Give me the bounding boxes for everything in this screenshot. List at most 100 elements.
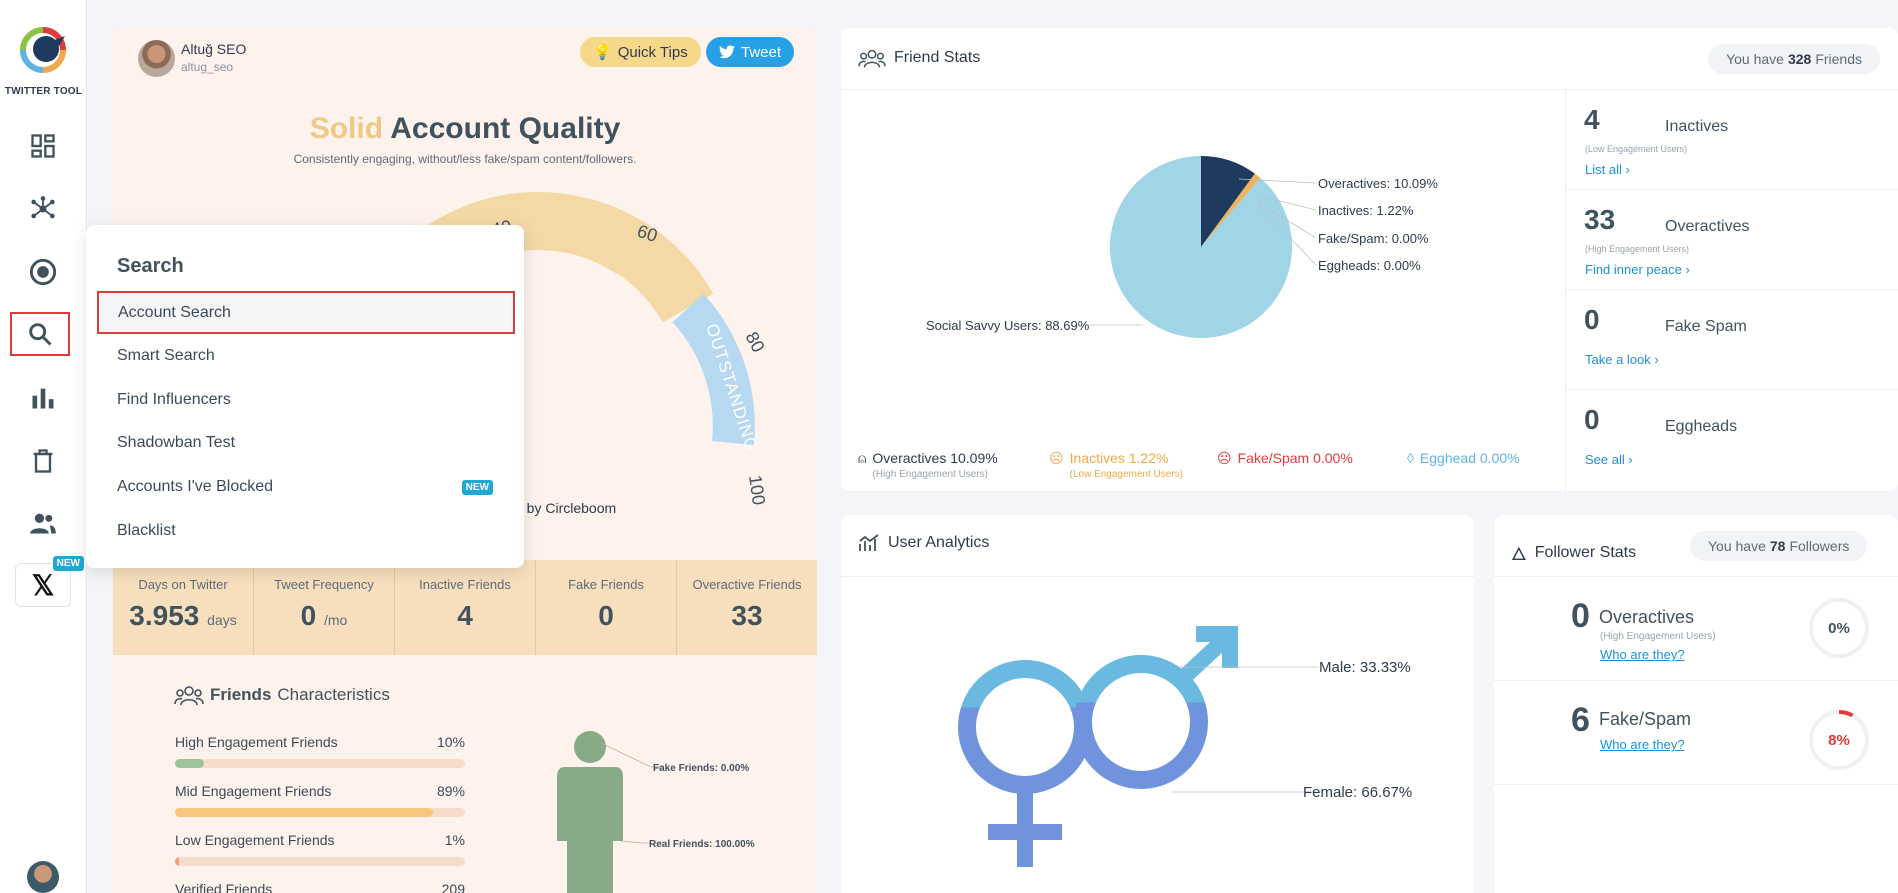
- ring-value: 0%: [1828, 619, 1850, 637]
- bar-fill: [175, 857, 180, 866]
- stat-fake-friends: Fake Friends 0: [536, 560, 677, 655]
- bar-fill: [175, 759, 204, 768]
- follower-stats-title: 🜂 Follower Stats: [1511, 534, 1636, 571]
- bar-fill: [175, 808, 434, 817]
- menu-item-shadowban-test[interactable]: Shadowban Test: [96, 423, 514, 463]
- network-icon[interactable]: [23, 189, 63, 229]
- twitter-bird-icon: [719, 45, 735, 59]
- quality-subtitle: Consistently engaging, without/less fake…: [293, 152, 637, 166]
- friend-stats-title: Friend Stats: [858, 47, 980, 69]
- pie-label: Social Savvy Users: 88.69%: [926, 318, 1090, 333]
- friend-stats-card: Friend Stats You have 328 Friends Overac…: [841, 28, 1898, 491]
- bar-track: [175, 857, 465, 866]
- stat-value: 0: [598, 600, 614, 631]
- pie-label: Eggheads: 0.00%: [1318, 258, 1421, 273]
- stat-overactive-friends: Overactive Friends 33: [677, 560, 817, 655]
- legend-fake-spam: ☹ Fake/Spam 0.00%: [1217, 450, 1353, 467]
- pill-suffix: Followers: [1789, 538, 1850, 554]
- logo-icon[interactable]: [19, 26, 67, 74]
- ring-value: 8%: [1828, 731, 1850, 749]
- bar-value: 1%: [444, 832, 465, 848]
- menu-item-smart-search[interactable]: Smart Search: [96, 336, 514, 376]
- overactives-ring: 0%: [1808, 597, 1870, 659]
- quality-stats-row: Days on Twitter 3.953 days Tweet Frequen…: [113, 560, 817, 655]
- gender-chart: Male: 33.33% Female: 66.67%: [958, 626, 1412, 867]
- person-figure: Fake Friends: 0.00% Real Friends: 100.00…: [557, 731, 755, 893]
- who-are-they-link[interactable]: Who are they?: [1600, 647, 1685, 662]
- who-are-they-link[interactable]: Who are they?: [1600, 737, 1685, 752]
- dashboard-icon[interactable]: [23, 126, 63, 166]
- profile-avatar[interactable]: [138, 40, 175, 77]
- user-analytics-card: User Analytics Male: 33.33% Female: 66.6…: [841, 515, 1474, 893]
- pill-prefix: You have: [1708, 538, 1766, 554]
- lightbulb-icon: 💡: [593, 44, 612, 61]
- follower-num: 0: [1571, 597, 1590, 635]
- stat-days-on-twitter: Days on Twitter 3.953 days: [113, 560, 254, 655]
- engagement-bar: Low Engagement Friends 1%: [175, 832, 465, 881]
- fake-friends-label: Fake Friends: 0.00%: [653, 763, 749, 774]
- list-all-link[interactable]: List all ›: [1585, 162, 1630, 177]
- menu-item-accounts-blocked[interactable]: Accounts I've Blocked NEW: [96, 467, 514, 507]
- stat-unit: /mo: [324, 612, 348, 628]
- menu-item-find-influencers[interactable]: Find Influencers: [96, 380, 514, 420]
- bar-chart-icon[interactable]: [23, 378, 63, 418]
- friends-group-icon: [174, 686, 204, 706]
- quality-word: Solid: [309, 112, 384, 145]
- legend-label: Inactives 1.22%: [1069, 450, 1169, 466]
- quick-tips-label: Quick Tips: [617, 43, 688, 61]
- users-icon[interactable]: [23, 503, 63, 543]
- search-icon[interactable]: [10, 312, 70, 356]
- summary-fake-spam: 0 Fake Spam Take a look ›: [1566, 290, 1898, 390]
- female-symbol: [958, 660, 1092, 867]
- pie-label: Overactives: 10.09%: [1318, 176, 1438, 191]
- friends-characteristics-title: Friends Characteristics: [174, 684, 390, 706]
- stat-label: Fake Friends: [568, 577, 644, 592]
- pie-label: Fake/Spam: 0.00%: [1318, 231, 1429, 246]
- see-all-link[interactable]: See all ›: [1585, 452, 1633, 467]
- summary-overactives: 33 Overactives (High Engagement Users) F…: [1566, 190, 1898, 290]
- male-symbol: [1074, 626, 1238, 789]
- x-logo-icon: 𝕏: [31, 569, 55, 601]
- bar-value: 89%: [436, 783, 465, 799]
- sad-face-icon: ☹: [1049, 450, 1064, 466]
- take-a-look-link[interactable]: Take a look ›: [1585, 352, 1659, 367]
- stat-label: Tweet Frequency: [274, 577, 374, 592]
- quick-tips-button[interactable]: 💡 Quick Tips: [580, 37, 701, 67]
- menu-item-account-search[interactable]: Account Search: [97, 291, 515, 334]
- menu-item-blacklist[interactable]: Blacklist: [96, 511, 514, 551]
- stat-tweet-frequency: Tweet Frequency 0 /mo: [254, 560, 395, 655]
- summary-num: 4: [1584, 104, 1600, 135]
- bar-label: High Engagement Friends: [175, 734, 338, 750]
- x-twitter-button[interactable]: 𝕏 NEW: [15, 556, 84, 607]
- pill-prefix: You have: [1726, 51, 1784, 67]
- user-avatar[interactable]: [27, 861, 59, 893]
- tweet-button[interactable]: Tweet: [706, 37, 795, 67]
- follower-stats-header: 🜂 Follower Stats You have 78 Followers: [1494, 515, 1898, 577]
- bar-label: Mid Engagement Friends: [175, 783, 332, 799]
- target-icon[interactable]: [23, 252, 63, 292]
- search-menu-title: Search: [117, 255, 184, 277]
- ring-arc: [1838, 710, 1854, 718]
- friend-stats-header: Friend Stats You have 328 Friends: [841, 28, 1898, 90]
- followers-count: 78: [1769, 538, 1786, 554]
- find-inner-peace-link[interactable]: Find inner peace ›: [1585, 262, 1690, 277]
- stat-value: 33: [731, 600, 763, 631]
- person-head: [574, 731, 606, 763]
- legend-sub: (High Engagement Users): [872, 469, 989, 480]
- summary-label: Overactives: [1665, 218, 1750, 235]
- follower-label: Overactives: [1599, 607, 1695, 627]
- menu-item-label: Account Search: [118, 303, 231, 321]
- stat-value: 4: [457, 600, 473, 631]
- trash-icon[interactable]: [23, 441, 63, 481]
- legend-label: Fake/Spam 0.00%: [1237, 450, 1353, 466]
- menu-item-label: Shadowban Test: [117, 434, 236, 451]
- pill-suffix: Friends: [1815, 51, 1862, 67]
- bar-value: 10%: [436, 734, 465, 750]
- summary-num: 0: [1584, 404, 1600, 435]
- summary-num: 33: [1584, 204, 1616, 235]
- bar-value: 209: [441, 881, 465, 893]
- bar-track: [175, 759, 465, 768]
- follower-stats-card: 🜂 Follower Stats You have 78 Followers 0…: [1494, 515, 1898, 893]
- pie-slice-social-savvy-users: [1110, 156, 1292, 338]
- friend-stats-summary: 4 Inactives (Low Engagement Users) List …: [1565, 90, 1898, 491]
